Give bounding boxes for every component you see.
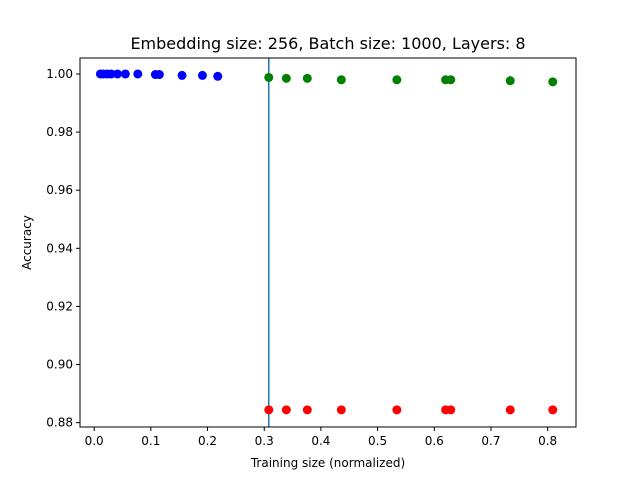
chart-title: Embedding size: 256, Batch size: 1000, L… [130,34,525,53]
scatter-point-series-0 [106,69,116,79]
plot-area [80,58,576,427]
scatter-point-series-2 [505,405,515,415]
scatter-point-series-2 [336,405,346,415]
scatter-point-series-1 [302,73,312,83]
scatter-point-series-2 [446,405,456,415]
scatter-point-series-0 [177,70,187,80]
x-tick-label: 0.0 [85,434,104,448]
y-tick-label: 0.94 [46,241,73,255]
x-tick-label: 0.5 [368,434,387,448]
scatter-point-series-1 [505,76,515,86]
scatter-point-series-0 [197,70,207,80]
x-tick-label: 0.7 [481,434,500,448]
x-tick-label: 0.8 [538,434,557,448]
scatter-point-series-2 [281,405,291,415]
y-tick-label: 1.00 [46,67,73,81]
scatter-point-series-0 [120,69,130,79]
y-tick-label: 0.92 [46,299,73,313]
scatter-point-series-1 [392,75,402,85]
x-tick-label: 0.6 [425,434,444,448]
y-tick-label: 0.88 [46,416,73,430]
scatter-point-series-1 [446,75,456,85]
x-tick-label: 0.2 [198,434,217,448]
y-axis: 0.88 0.90 0.92 0.94 0.96 0.98 1.00 [46,67,80,430]
y-axis-label: Accuracy [20,215,34,270]
scatter-point-series-2 [302,405,312,415]
scatter-point-series-2 [392,405,402,415]
x-axis-label: Training size (normalized) [250,456,405,470]
scatter-point-series-0 [154,70,164,80]
scatter-point-series-1 [548,77,558,87]
x-axis: 0.0 0.1 0.2 0.3 0.4 0.5 0.6 0.7 0.8 [85,427,557,448]
plot-border [79,57,577,428]
y-tick-label: 0.96 [46,183,73,197]
chart-marks [95,58,558,427]
scatter-point-series-1 [264,72,274,82]
y-tick-label: 0.98 [46,125,73,139]
scatter-point-series-1 [336,75,346,85]
scatter-point-series-0 [112,69,122,79]
x-tick-label: 0.4 [311,434,330,448]
y-tick-label: 0.90 [46,358,73,372]
scatter-point-series-1 [281,73,291,83]
scatter-point-series-2 [548,405,558,415]
scatter-point-series-2 [264,405,274,415]
x-tick-label: 0.1 [141,434,160,448]
scatter-point-series-0 [213,71,223,81]
scatter-point-series-0 [133,69,143,79]
x-tick-label: 0.3 [255,434,274,448]
